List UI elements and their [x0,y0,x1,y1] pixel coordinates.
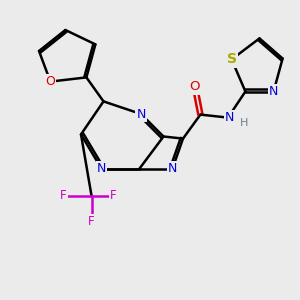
Text: N: N [136,107,146,121]
Text: O: O [190,80,200,94]
Text: F: F [60,189,67,202]
Text: H: H [240,118,249,128]
Text: N: N [168,162,177,175]
Text: O: O [46,75,55,88]
Text: S: S [226,52,237,66]
Text: N: N [269,85,278,98]
Text: F: F [110,189,117,202]
Text: F: F [88,215,95,228]
Text: N: N [97,162,106,175]
Text: N: N [225,111,234,124]
